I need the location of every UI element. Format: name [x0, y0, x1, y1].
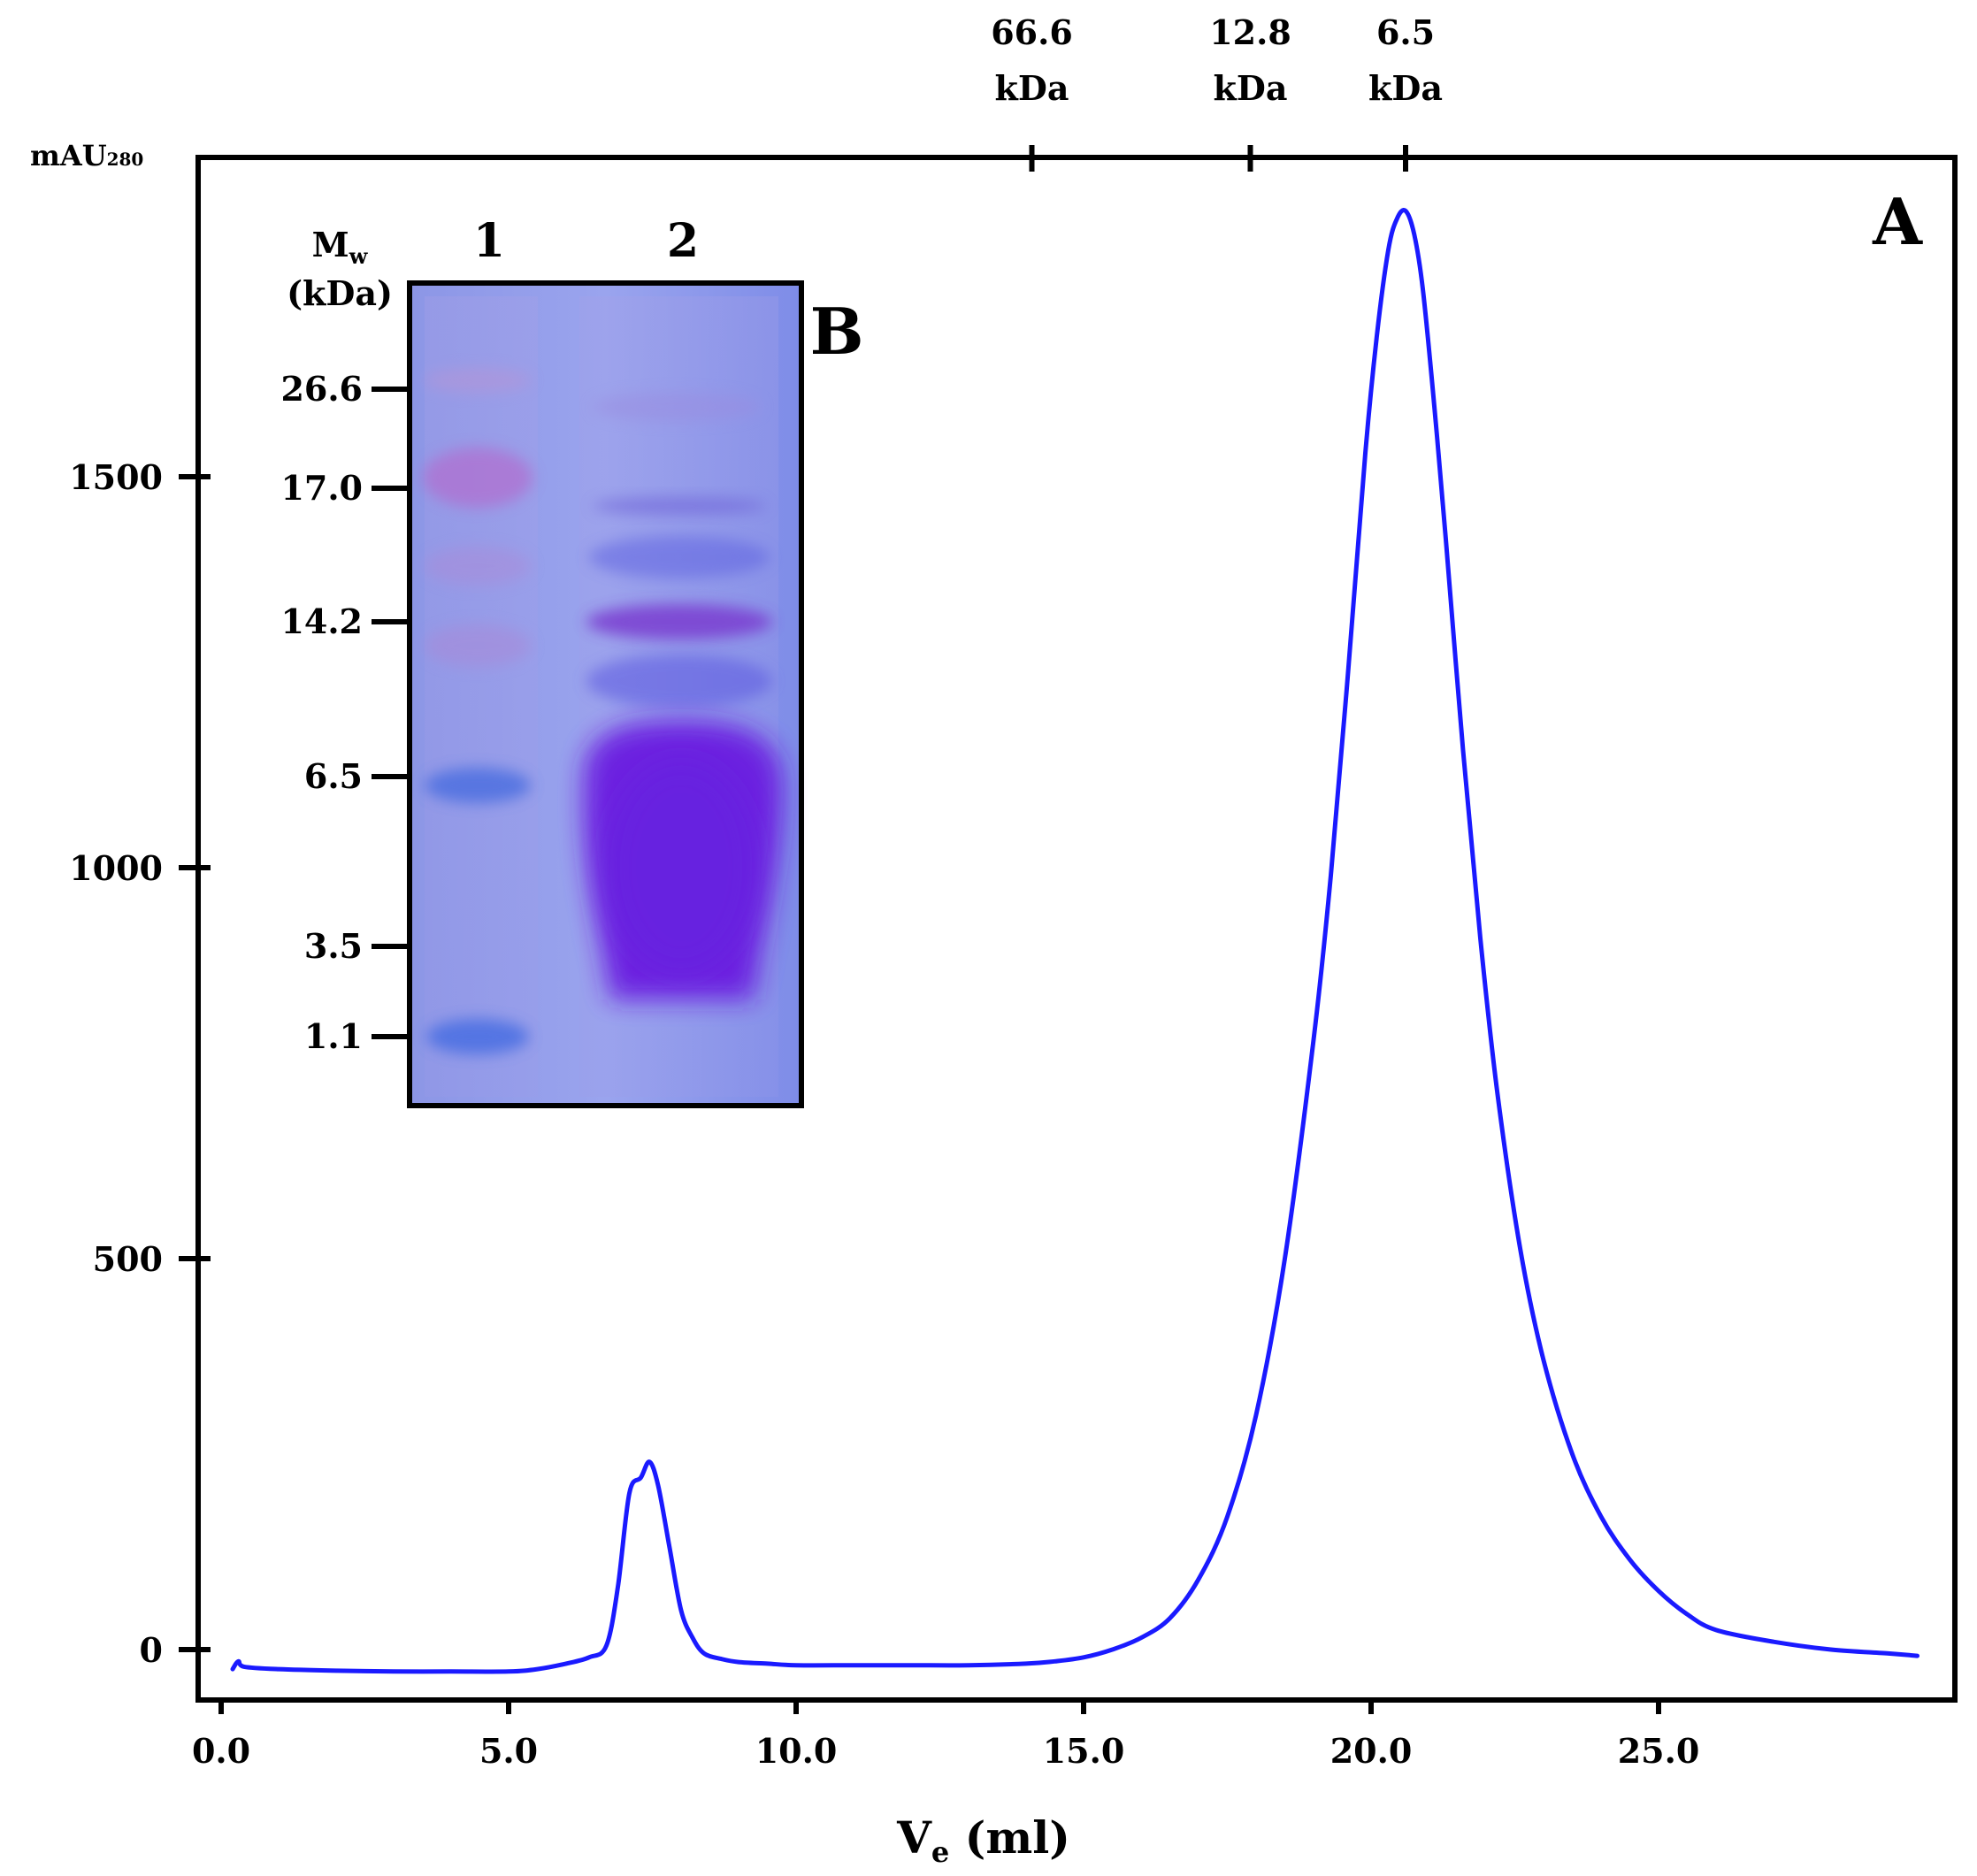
top-marker-unit-0: kDa	[995, 68, 1069, 108]
gel-inset: 26.6 17.0 14.2 6.5 3.5 1.1 Mw (kDa) 1 2 B	[280, 214, 864, 1108]
gel-mw-unit: (kDa)	[287, 273, 393, 313]
y-tick-label-2: 1000	[69, 848, 163, 888]
top-marker-unit-2: kDa	[1368, 68, 1443, 108]
gel-band-lane2-17	[593, 497, 766, 515]
top-marker-unit-1: kDa	[1214, 68, 1288, 108]
gel-lane-label-1: 1	[473, 214, 505, 268]
plot-frame	[195, 155, 1958, 1703]
gel-band-lane2-14	[586, 604, 772, 639]
x-tick-label-4: 20.0	[1330, 1731, 1413, 1771]
gel-band-lane1-1	[426, 1019, 529, 1054]
gel-mw-label: Mw	[312, 225, 369, 269]
gel-marker-ticks: 26.6 17.0 14.2 6.5 3.5 1.1	[280, 369, 412, 1056]
top-marker-value-0: 66.6	[991, 12, 1073, 52]
top-marker-value-2: 6.5	[1376, 12, 1435, 52]
gel-marker-label-1: 17.0	[280, 468, 363, 508]
gel-marker-label-2: 14.2	[280, 601, 363, 641]
x-tick-label-2: 10.0	[755, 1731, 838, 1771]
top-axis-markers: 66.6 kDa 12.8 kDa 6.5 kDa	[991, 12, 1443, 172]
gel-band-lane1-17	[423, 448, 533, 508]
x-tick-label-5: 25.0	[1618, 1731, 1700, 1771]
y-axis-label: mAU280	[30, 139, 143, 172]
y-tick-label-0: 0	[140, 1630, 163, 1670]
gel-marker-label-4: 3.5	[304, 926, 363, 966]
x-axis-label: Ve (ml)	[896, 1811, 1070, 1869]
gel-marker-label-3: 6.5	[304, 756, 363, 796]
gel-band-lane2-12	[586, 655, 772, 708]
gel-frame	[407, 280, 804, 1108]
gel-marker-label-0: 26.6	[280, 369, 363, 409]
y-tick-label-1: 500	[93, 1239, 163, 1279]
gel-band-lane2-main-core	[606, 761, 756, 973]
gel-band-lane2-upper-smear	[589, 536, 770, 578]
y-axis: 0 500 1000 1500	[69, 457, 211, 1670]
panel-label-b: B	[810, 294, 864, 369]
gel-band-lane1-14	[425, 624, 531, 667]
gel-band-lane1-26	[425, 368, 531, 393]
y-tick-label-3: 1500	[69, 457, 163, 497]
x-tick-label-1: 5.0	[479, 1731, 538, 1771]
gel-band-lane1-6	[425, 768, 531, 803]
top-marker-value-1: 12.8	[1209, 12, 1291, 52]
gel-band-lane1-15	[425, 547, 531, 586]
series-line-chromatogram	[230, 208, 1920, 1674]
x-tick-label-0: 0.0	[192, 1731, 250, 1771]
panel-label-a: A	[1872, 184, 1923, 259]
gel-lane-1-tint	[425, 296, 538, 1097]
gel-band-lane2-26	[593, 393, 761, 421]
gel-marker-label-5: 1.1	[304, 1016, 363, 1056]
gel-lane-label-2: 2	[667, 214, 699, 268]
x-axis: 0.0 5.0 10.0 15.0 20.0 25.0	[192, 1697, 1699, 1771]
x-tick-label-3: 15.0	[1043, 1731, 1125, 1771]
